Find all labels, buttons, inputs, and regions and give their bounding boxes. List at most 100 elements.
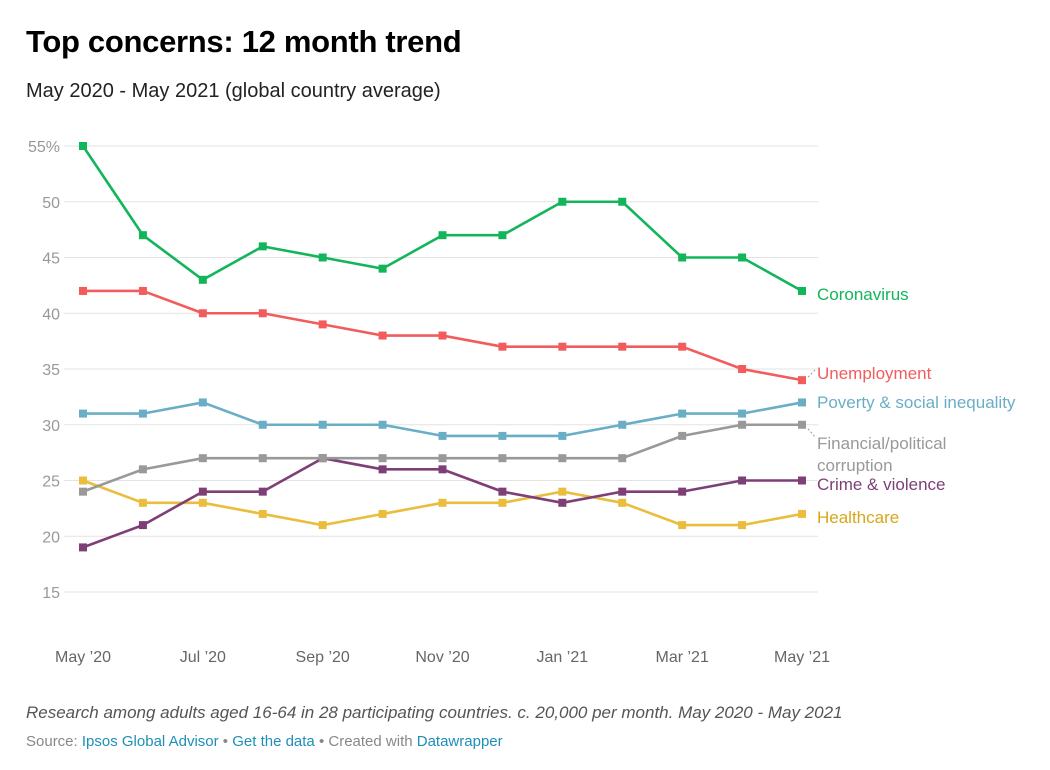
data-point: [498, 231, 507, 240]
y-tick-label: 30: [42, 418, 60, 435]
y-tick-label: 45: [42, 251, 60, 268]
data-point: [258, 487, 267, 496]
x-axis: May ’20 Jul ’20 Sep ’20 Nov ’20 Jan ’21 Mar ’…: [55, 649, 830, 666]
data-point: [738, 521, 747, 530]
series-lines: [79, 142, 806, 552]
separator: •: [218, 733, 233, 750]
data-point: [558, 498, 567, 507]
label-leader: [807, 428, 816, 438]
label-leader: [807, 369, 816, 378]
data-point: [738, 409, 747, 418]
series-financial-political-corruption: [79, 420, 806, 496]
x-tick-label: Nov ’20: [415, 649, 469, 666]
data-point: [198, 498, 207, 507]
data-point: [258, 454, 267, 463]
data-point: [438, 465, 447, 474]
data-point: [438, 498, 447, 507]
data-point: [318, 320, 327, 329]
data-point: [678, 521, 687, 530]
series-healthcare: [79, 476, 806, 530]
separator: •: [314, 733, 329, 750]
data-point: [138, 231, 147, 240]
data-point: [438, 231, 447, 240]
data-point: [438, 331, 447, 340]
data-point: [558, 342, 567, 351]
data-point: [378, 420, 387, 429]
data-point: [618, 487, 627, 496]
data-point: [618, 454, 627, 463]
y-tick-label: 50: [42, 195, 60, 212]
data-point: [558, 197, 567, 206]
y-tick-label: 35: [42, 362, 60, 379]
data-point: [798, 398, 806, 407]
data-point: [678, 487, 687, 496]
data-point: [258, 309, 267, 318]
data-point: [198, 487, 207, 496]
data-point: [79, 286, 87, 295]
data-point: [618, 342, 627, 351]
data-point: [438, 431, 447, 440]
data-point: [678, 409, 687, 418]
data-point: [138, 465, 147, 474]
series-label-line: Financial/political: [817, 434, 946, 453]
data-point: [318, 253, 327, 262]
x-tick-label: Jul ’20: [180, 649, 226, 666]
y-tick-label: 55%: [28, 139, 60, 156]
data-point: [738, 476, 747, 485]
y-axis: 15 20 25 30 35 40 45 50 55%: [28, 139, 60, 602]
data-point: [498, 431, 507, 440]
data-point: [798, 376, 806, 385]
data-point: [678, 342, 687, 351]
data-point: [79, 476, 87, 485]
datawrapper-link[interactable]: Datawrapper: [416, 733, 503, 750]
data-point: [618, 420, 627, 429]
data-point: [678, 431, 687, 440]
data-point: [738, 420, 747, 429]
data-point: [138, 498, 147, 507]
data-point: [438, 454, 447, 463]
series-label-line: corruption: [817, 456, 893, 475]
data-point: [378, 509, 387, 518]
created-prefix: Created with: [328, 733, 417, 750]
y-tick-label: 25: [42, 474, 60, 491]
series-crime-violence: [79, 454, 806, 552]
series-label: Financial/political corruption: [817, 434, 946, 475]
source-link[interactable]: Ipsos Global Advisor: [81, 733, 219, 750]
series-coronavirus: [79, 142, 806, 295]
data-point: [318, 521, 327, 530]
data-point: [318, 420, 327, 429]
series-line: [81, 145, 803, 293]
line-chart: 15 20 25 30 35 40 45 50 55% May ’20 Jul ’20 Sep ’2…: [28, 139, 1016, 666]
x-tick-label: May ’21: [774, 649, 830, 666]
data-point: [558, 454, 567, 463]
data-point: [498, 454, 507, 463]
data-point: [738, 365, 747, 373]
data-point: [558, 487, 567, 496]
data-point: [258, 420, 267, 429]
data-point: [318, 454, 327, 463]
series-labels: Coronavirus Unemployment Poverty & social …: [807, 285, 1016, 527]
data-point: [618, 197, 627, 206]
data-point: [79, 409, 87, 418]
data-point: [798, 476, 806, 485]
x-tick-label: May ’20: [55, 649, 111, 666]
series-label: Poverty & social inequality: [817, 393, 1016, 412]
data-point: [498, 487, 507, 496]
source-line: Source: Ipsos Global Advisor • Get the d…: [26, 733, 503, 750]
data-point: [798, 286, 806, 295]
data-point: [198, 275, 207, 284]
data-point: [798, 509, 806, 518]
data-point: [618, 498, 627, 507]
chart-subtitle: May 2020 - May 2021 (global country aver…: [26, 80, 441, 102]
series-unemployment: [79, 286, 806, 385]
data-point: [138, 409, 147, 418]
series-label: Crime & violence: [817, 475, 946, 494]
series-poverty-social-inequality: [79, 398, 806, 440]
series-label: Coronavirus: [817, 285, 909, 304]
x-tick-label: Sep ’20: [296, 649, 350, 666]
get-data-link[interactable]: Get the data: [232, 733, 315, 750]
data-point: [798, 420, 806, 429]
data-point: [498, 498, 507, 507]
data-point: [79, 487, 87, 496]
series-label: Unemployment: [817, 364, 932, 383]
